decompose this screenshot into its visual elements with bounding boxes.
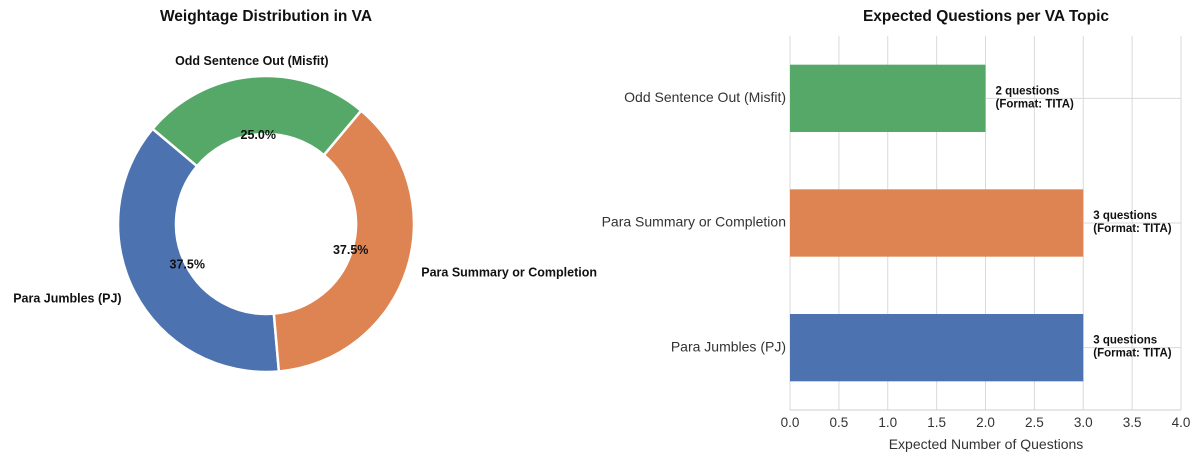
bar-x-axis-label: Expected Number of Questions xyxy=(889,436,1084,452)
x-tick-label: 4.0 xyxy=(1172,415,1191,430)
category-label-odd-sentence-out-misfit: Odd Sentence Out (Misfit) xyxy=(624,89,786,105)
donut-label-para-summary-or-completion: Para Summary or Completion xyxy=(421,265,597,279)
bar-odd-sentence-out-misfit xyxy=(790,64,986,132)
donut-pct-odd-sentence-out-misfit: 25.0% xyxy=(241,128,276,142)
x-tick-label: 1.5 xyxy=(927,415,946,430)
bar-series xyxy=(790,64,1084,382)
bar-data-label: 3 questions xyxy=(1093,210,1157,222)
x-tick-label: 0.0 xyxy=(781,415,800,430)
bar-data-label: (Format: TITA) xyxy=(1093,223,1172,235)
donut-chart: Weightage Distribution in VA Para Jumble… xyxy=(13,8,597,374)
donut-labels: Para Jumbles (PJ) 37.5% Para Summary or Co… xyxy=(13,54,597,305)
bar-para-jumbles-pj xyxy=(790,314,1084,382)
bar-data-label: (Format: TITA) xyxy=(996,98,1075,110)
bar-chart: Expected Questions per VA Topic Para Jum… xyxy=(602,8,1191,452)
donut-slice-para-jumbles-pj xyxy=(116,127,281,374)
bar-data-label: (Format: TITA) xyxy=(1093,348,1172,360)
donut-label-para-jumbles-pj: Para Jumbles (PJ) xyxy=(13,291,121,305)
donut-pct-para-jumbles-pj: 37.5% xyxy=(170,257,205,271)
x-tick-label: 0.5 xyxy=(829,415,848,430)
donut-title: Weightage Distribution in VA xyxy=(160,8,372,25)
bar-data-labels: 3 questions(Format: TITA)3 questions(For… xyxy=(996,85,1172,359)
bar-data-label: 2 questions xyxy=(996,85,1060,97)
x-tick-label: 2.0 xyxy=(976,415,995,430)
bar-para-summary-or-completion xyxy=(790,189,1084,257)
donut-slices xyxy=(116,74,416,374)
x-tick-label: 3.0 xyxy=(1074,415,1093,430)
category-label-para-summary-or-completion: Para Summary or Completion xyxy=(602,214,786,230)
x-tick-label: 1.0 xyxy=(878,415,897,430)
bar-title: Expected Questions per VA Topic xyxy=(863,8,1109,25)
donut-slice-para-summary-or-completion xyxy=(272,108,416,373)
x-tick-label: 3.5 xyxy=(1123,415,1142,430)
bar-x-tick-labels: 0.0 0.5 1.0 1.5 2.0 2.5 3.0 3.5 4.0 xyxy=(781,415,1191,430)
donut-slice-odd-sentence-out-misfit xyxy=(150,74,363,168)
donut-pct-para-summary-or-completion: 37.5% xyxy=(333,243,368,257)
bar-data-label: 3 questions xyxy=(1093,335,1157,347)
x-tick-label: 2.5 xyxy=(1025,415,1044,430)
category-label-para-jumbles-pj: Para Jumbles (PJ) xyxy=(671,338,786,354)
donut-label-odd-sentence-out-misfit: Odd Sentence Out (Misfit) xyxy=(175,54,328,68)
bar-category-labels: Para Jumbles (PJ) Para Summary or Complet… xyxy=(602,89,786,354)
